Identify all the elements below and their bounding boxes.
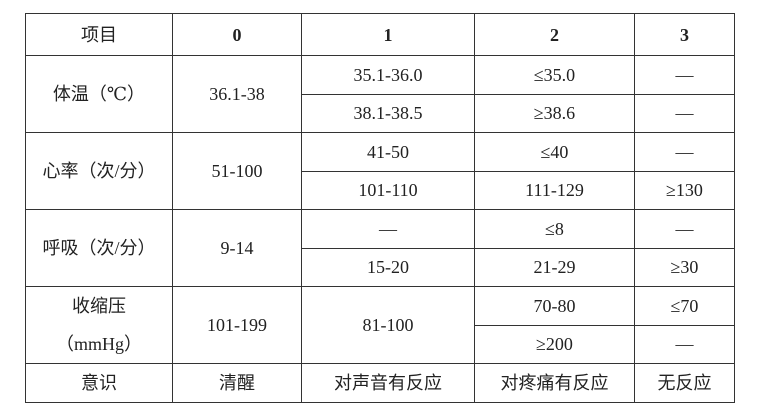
- cell: 70-80: [474, 286, 635, 326]
- cell: —: [634, 93, 735, 133]
- header-score-0: 0: [172, 13, 302, 56]
- row-label-systolic-bp: 收缩压 （mmHg）: [25, 286, 173, 364]
- cell: 51-100: [172, 132, 302, 210]
- cell: ≤40: [474, 132, 635, 172]
- header-row: 项目 0 1 2 3: [25, 13, 735, 56]
- cell: ≥130: [634, 170, 735, 210]
- cell: 81-100: [301, 286, 475, 364]
- label-line-1: 收缩压: [72, 296, 126, 316]
- row-label-temperature: 体温（℃）: [25, 55, 173, 133]
- cell: 111-129: [474, 170, 635, 210]
- table-row: 15-20 21-29 ≥30: [26, 247, 735, 287]
- cell: 15-20: [301, 247, 475, 287]
- cell: 101-110: [301, 170, 475, 210]
- cell: 21-29: [474, 247, 635, 287]
- cell: —: [634, 209, 735, 249]
- cell: 对疼痛有反应: [474, 363, 635, 403]
- cell: 清醒: [172, 363, 302, 403]
- cell: 9-14: [172, 209, 302, 287]
- cell: —: [301, 209, 475, 249]
- table-row: 体温（℃） 36.1-38 35.1-36.0 ≤35.0 —: [25, 55, 735, 133]
- cell: 101-199: [172, 286, 302, 364]
- cell: —: [634, 55, 735, 95]
- table-row: 心率（次/分） 51-100 41-50 ≤40 —: [25, 132, 735, 210]
- header-score-2: 2: [474, 13, 635, 56]
- table-row: ≥200 —: [26, 324, 735, 364]
- row-label-consciousness: 意识: [25, 363, 173, 403]
- label-line-2: （mmHg）: [55, 334, 142, 354]
- score-table: 项目 0 1 2 3 体温（℃） 36.1-38 35.1-36.0 ≤35.0…: [25, 13, 735, 403]
- row-label-respiration: 呼吸（次/分）: [25, 209, 173, 287]
- cell: 对声音有反应: [301, 363, 475, 403]
- cell: ≤35.0: [474, 55, 635, 95]
- header-score-3: 3: [634, 13, 735, 56]
- cell: —: [634, 324, 735, 364]
- table-row: 101-110 111-129 ≥130: [26, 170, 735, 210]
- cell: ≥38.6: [474, 93, 635, 133]
- cell: —: [634, 132, 735, 172]
- cell: 36.1-38: [172, 55, 302, 133]
- table-row: 收缩压 （mmHg） 101-199 81-100 70-80 ≤70: [25, 286, 735, 364]
- table-row: 呼吸（次/分） 9-14 — ≤8 —: [25, 209, 735, 287]
- header-item: 项目: [25, 13, 173, 56]
- cell: 41-50: [301, 132, 475, 172]
- row-label-heart-rate: 心率（次/分）: [25, 132, 173, 210]
- cell: ≥200: [474, 324, 635, 364]
- header-score-1: 1: [301, 13, 475, 56]
- cell: ≥30: [634, 247, 735, 287]
- cell: 35.1-36.0: [301, 55, 475, 95]
- table-row: 38.1-38.5 ≥38.6 —: [26, 93, 735, 133]
- cell: 无反应: [634, 363, 735, 403]
- table-row: 意识 清醒 对声音有反应 对疼痛有反应 无反应: [25, 363, 735, 403]
- cell: ≤8: [474, 209, 635, 249]
- cell: ≤70: [634, 286, 735, 326]
- cell: 38.1-38.5: [301, 93, 475, 133]
